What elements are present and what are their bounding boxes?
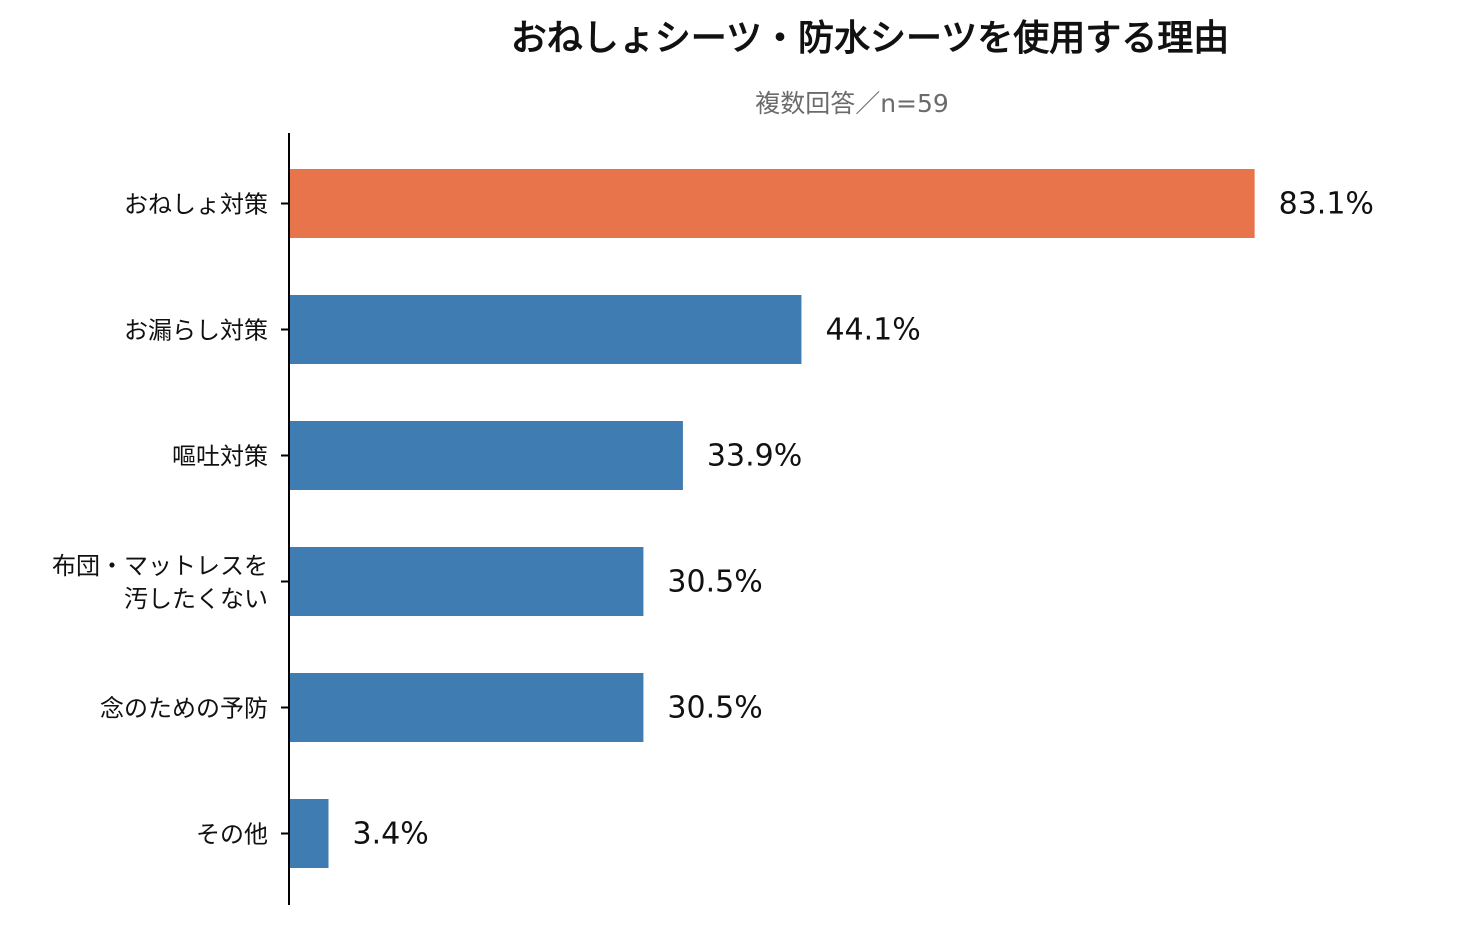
category-label-0: おねしょ対策 xyxy=(124,191,268,219)
value-label-3: 30.5% xyxy=(667,565,762,600)
category-label-4: 念のための予防 xyxy=(100,695,268,723)
category-label-line: 嘔吐対策 xyxy=(172,443,268,471)
bar-2 xyxy=(289,421,683,490)
value-label-0: 83.1% xyxy=(1279,187,1374,222)
category-label-1: お漏らし対策 xyxy=(124,317,268,345)
bar-0 xyxy=(289,169,1255,238)
value-label-1: 44.1% xyxy=(825,313,920,348)
chart-title: おねしょシーツ・防水シーツを使用する理由 xyxy=(511,18,1230,59)
category-label-3: 布団・マットレスを汚したくない xyxy=(52,552,268,613)
value-label-5: 3.4% xyxy=(353,817,429,852)
chart-subtitle: 複数回答／n=59 xyxy=(755,89,949,118)
value-label-2: 33.9% xyxy=(707,439,802,474)
bar-1 xyxy=(289,295,802,364)
value-label-4: 30.5% xyxy=(667,691,762,726)
bars-layer: おねしょ対策 83.1% お漏らし対策 44.1% 嘔吐対策 33.9% 布団・マットレスを… xyxy=(52,169,1374,868)
bar-5 xyxy=(289,799,329,868)
bar-4 xyxy=(289,673,644,742)
category-label-line: 布団・マットレスを xyxy=(52,552,268,580)
category-label-line: 汚したくない xyxy=(124,585,268,613)
category-label-line: その他 xyxy=(196,821,268,849)
category-label-line: おねしょ対策 xyxy=(124,191,268,219)
category-label-line: 念のための予防 xyxy=(100,695,268,723)
category-label-5: その他 xyxy=(196,821,268,849)
category-label-line: お漏らし対策 xyxy=(124,317,268,345)
bar-3 xyxy=(289,547,644,616)
category-label-2: 嘔吐対策 xyxy=(172,443,268,471)
